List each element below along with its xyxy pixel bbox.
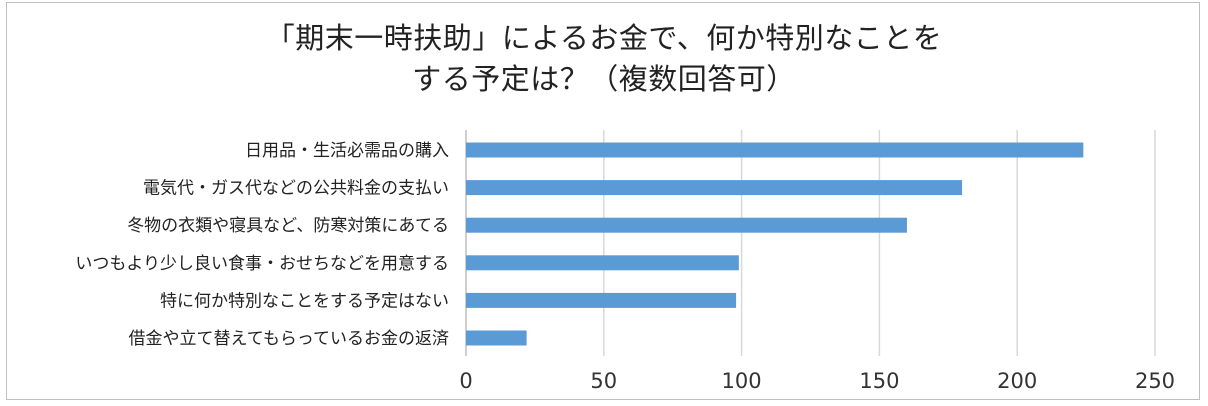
chart-frame (6, 2, 1200, 400)
chart-title-line-1: 「期末一時扶助」によるお金で、何か特別なことを (265, 21, 943, 55)
category-labels: 日用品・生活必需品の購入電気代・ガス代などの公共料金の支払い冬物の衣類や寝具など… (75, 141, 449, 349)
x-tick-label: 150 (859, 369, 899, 393)
category-label: 電気代・ガス代などの公共料金の支払い (143, 179, 449, 199)
bar (466, 292, 737, 308)
category-label: 借金や立て替えてもらっているお金の返済 (129, 329, 449, 349)
bar (466, 180, 963, 196)
chart-title-line-2: する予定は？（複数回答可） (412, 62, 796, 96)
bar (466, 217, 907, 233)
x-tick-label: 50 (590, 369, 617, 393)
gridlines (465, 130, 1156, 356)
bars (466, 142, 1084, 346)
bar (466, 255, 739, 271)
x-tick-label: 100 (722, 369, 762, 393)
bar (466, 330, 527, 346)
category-label: 特に何か特別なことをする予定はない (160, 291, 449, 311)
x-tick-label: 200 (997, 369, 1037, 393)
x-tick-labels: 0 50 100 150 200 250 (459, 369, 1175, 393)
category-label: いつもより少し良い食事・おせちなどを用意する (75, 254, 449, 274)
category-label: 冬物の衣類や寝具など、防寒対策にあてる (127, 215, 449, 236)
chart-title: 「期末一時扶助」によるお金で、何か特別なことを する予定は？（複数回答可） (0, 18, 1208, 100)
x-tick-label: 0 (459, 369, 472, 393)
x-tick-label: 250 (1135, 369, 1175, 393)
bar (466, 142, 1084, 158)
category-label: 日用品・生活必需品の購入 (245, 141, 449, 161)
